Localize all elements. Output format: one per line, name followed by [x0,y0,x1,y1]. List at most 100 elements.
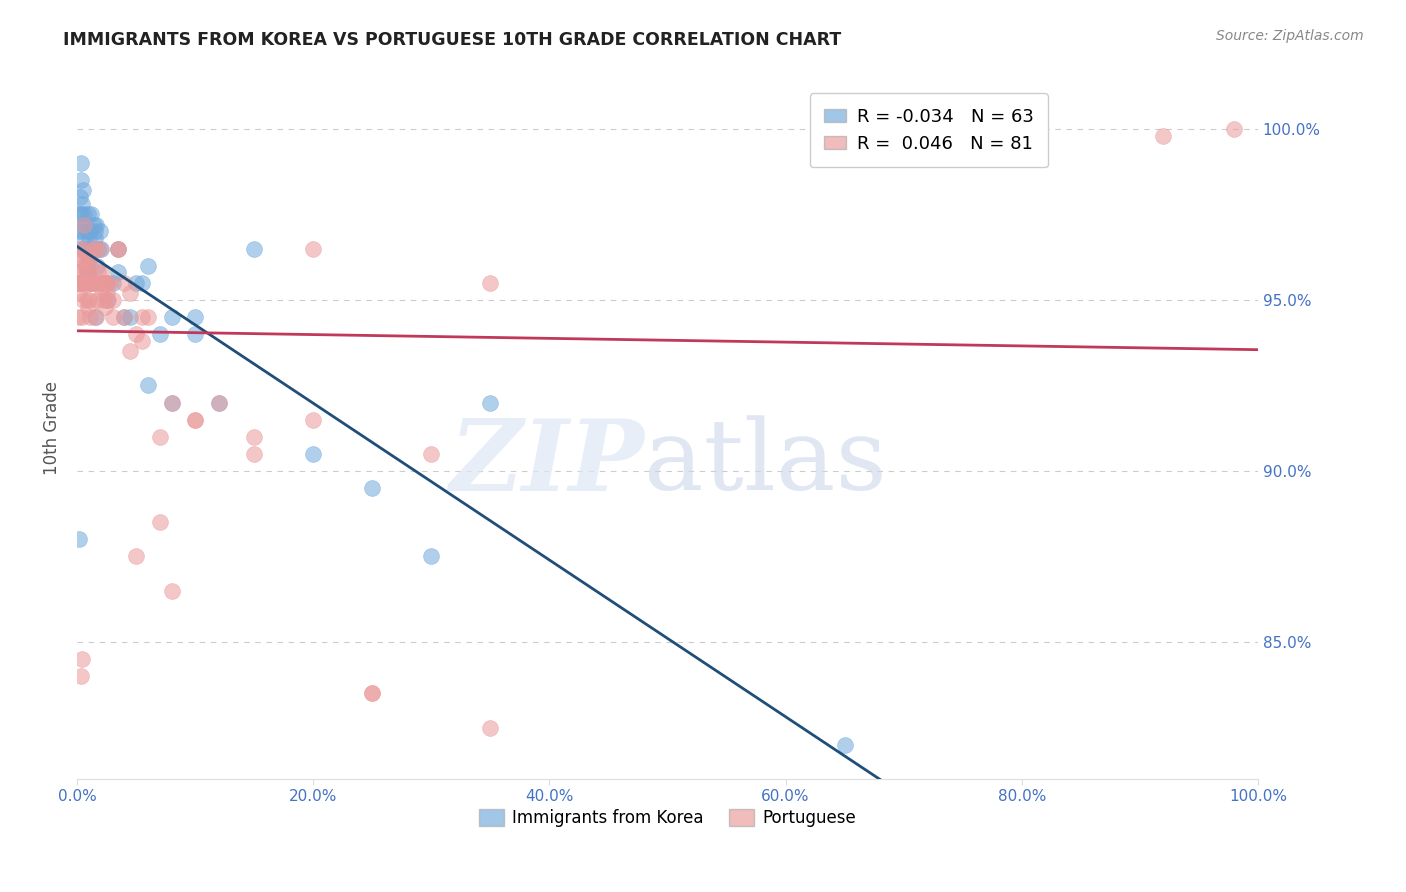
Point [112,276,135,290]
Point [96,276,118,290]
Point [67,310,90,324]
Point [76,276,98,290]
Point [107,265,129,279]
Point [243,430,266,444]
Point [302,447,325,461]
Point [420,447,443,461]
Point [83,224,105,238]
Y-axis label: 10th Grade: 10th Grade [44,381,60,475]
Point [243,447,266,461]
Point [69,533,91,547]
Point [136,259,159,273]
Point [72,310,94,324]
Point [76,265,98,279]
Point [83,242,105,256]
Point [76,259,98,273]
Point [361,686,384,700]
Point [89,242,111,256]
Point [75,276,97,290]
Point [72,276,94,290]
Text: IMMIGRANTS FROM KOREA VS PORTUGUESE 10TH GRADE CORRELATION CHART: IMMIGRANTS FROM KOREA VS PORTUGUESE 10TH… [63,31,842,49]
Point [72,293,94,307]
Point [67,224,90,238]
Point [70,669,93,683]
Point [101,293,124,307]
Point [107,242,129,256]
Point [107,242,129,256]
Text: atlas: atlas [644,416,887,511]
Point [420,549,443,564]
Point [77,231,100,245]
Point [73,218,96,232]
Point [93,276,115,290]
Point [107,242,129,256]
Point [302,242,325,256]
Point [73,218,96,232]
Point [76,252,98,266]
Point [112,310,135,324]
Point [1223,121,1246,136]
Point [70,252,93,266]
Point [69,190,91,204]
Point [86,293,108,307]
Point [184,412,207,426]
Point [69,207,91,221]
Point [79,259,101,273]
Point [96,276,118,290]
Point [67,265,90,279]
Point [184,327,207,342]
Point [361,481,384,495]
Point [76,265,98,279]
Point [98,276,121,290]
Point [79,276,101,290]
Point [1152,128,1174,143]
Point [83,231,105,245]
Point [80,276,103,290]
Point [67,276,90,290]
Point [70,265,93,279]
Point [120,344,142,359]
Point [75,218,97,232]
Point [101,310,124,324]
Point [91,293,114,307]
Point [79,276,101,290]
Point [160,395,183,409]
Point [70,242,93,256]
Point [90,276,112,290]
Point [479,721,502,735]
Point [96,293,118,307]
Point [73,242,96,256]
Point [96,276,118,290]
Point [149,430,172,444]
Point [70,197,93,211]
Point [76,293,98,307]
Point [66,276,89,290]
Point [125,327,148,342]
Point [77,293,100,307]
Point [184,310,207,324]
Point [73,276,96,290]
Point [84,218,107,232]
Point [136,310,159,324]
Point [120,310,142,324]
Point [149,327,172,342]
Point [73,231,96,245]
Point [69,156,91,170]
Point [75,259,97,273]
Point [160,310,183,324]
Point [77,252,100,266]
Point [89,224,111,238]
Point [90,265,112,279]
Point [83,218,105,232]
Point [77,252,100,266]
Point [87,265,110,279]
Point [184,412,207,426]
Point [69,242,91,256]
Point [90,242,112,256]
Point [76,265,98,279]
Text: ZIP: ZIP [449,415,644,511]
Point [76,300,98,314]
Point [101,276,124,290]
Point [72,183,94,197]
Point [90,276,112,290]
